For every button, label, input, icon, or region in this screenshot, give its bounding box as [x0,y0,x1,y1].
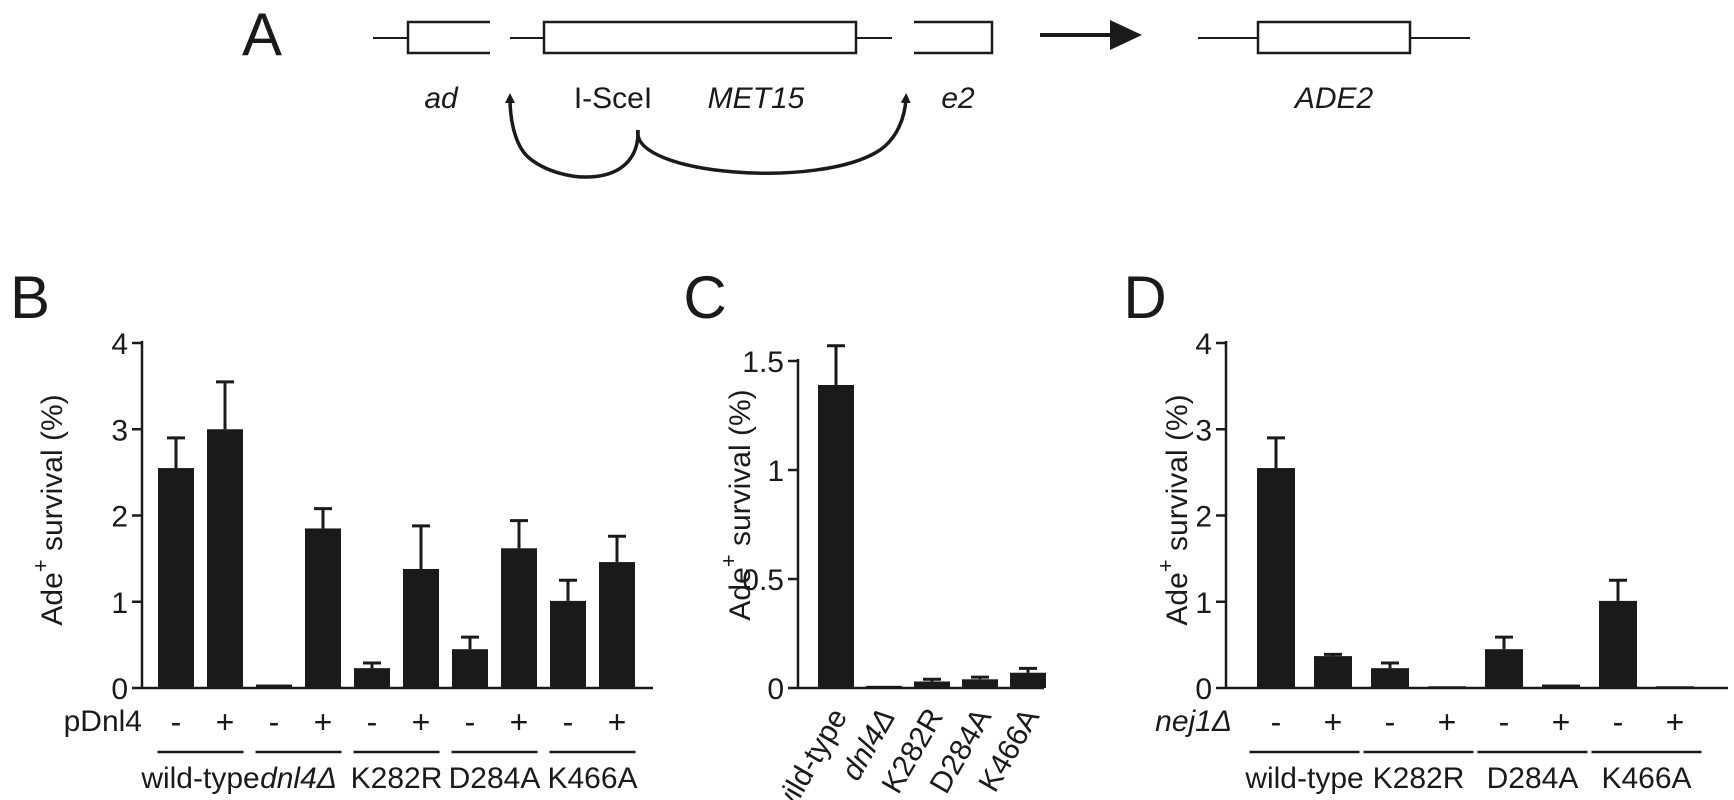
bar [1599,600,1637,688]
bar [305,528,341,688]
bar [914,681,950,688]
group-label: K282R [1373,762,1465,795]
bar [1314,656,1352,688]
marker-label: MET15 [708,82,805,115]
e2-exon-box [914,20,994,55]
condition-sign: - [1385,704,1396,740]
category-label: wild-type [766,703,854,800]
group-label: wild-type [140,762,259,795]
group-label: D284A [1487,762,1579,795]
y-tick-label: 1.5 [742,346,784,379]
panel-a-label: A [242,1,282,68]
y-tick-label: 2 [111,501,128,534]
condition-sign: + [216,704,235,740]
bar [1656,686,1694,688]
y-tick-label: 4 [1195,328,1212,361]
straight-arrow-head [1110,20,1142,50]
curved-arrow-right [636,93,911,175]
condition-sign: - [367,704,378,740]
y-tick-label: 0 [767,673,784,706]
condition-label: pDnl4 [64,705,142,738]
bar [1257,468,1295,688]
group-label: K282R [351,762,443,795]
site-label: I-SceI [574,82,652,115]
bar [599,562,635,688]
group-label: wild-type [1244,762,1363,795]
y-tick-label: 3 [1195,414,1212,447]
panel-c-chart: C Ade+ survival (%) 00.511.5wild-typednl… [683,264,1046,800]
y-tick-label: 1 [767,455,784,488]
condition-label: nej1Δ [1155,705,1232,738]
condition-sign: - [563,704,574,740]
condition-sign: - [1271,704,1282,740]
condition-sign: - [1499,704,1510,740]
panel-d-chart: D Ade+ survival (%) 0 1 2 3 4 - + - + - + - + nej1Δ wi… [1123,264,1728,795]
panel-a-schematic: A ad I-SceI MET15 e2 ADE2 [242,1,1470,179]
y-tick-label: 0 [1195,673,1212,706]
condition-sign: + [412,704,431,740]
condition-sign: - [465,704,476,740]
bar [158,468,194,688]
panel-b-label: B [10,264,50,331]
y-tick-label: 1 [1195,587,1212,620]
gene-label-ad: ad [424,82,459,115]
group-label: K466A [1601,762,1691,795]
y-tick-label: 1 [111,587,128,620]
condition-sign: - [269,704,280,740]
y-tick-label: 0 [111,673,128,706]
bar [354,668,390,688]
panel-c-label: C [683,264,726,331]
ade2-box [1256,20,1412,55]
y-tick-label: 2 [1195,501,1212,534]
product-label: ADE2 [1293,82,1374,115]
y-axis-label: Ade+ survival (%) [1153,394,1194,625]
y-tick-label: 3 [111,414,128,447]
bar [1485,649,1523,688]
condition-sign: + [314,704,333,740]
condition-sign: + [608,704,627,740]
condition-sign: - [171,704,182,740]
bar [1542,684,1580,688]
group-label: dnl4Δ [260,762,337,795]
bar [962,679,998,688]
gene-label-e2: e2 [941,82,975,115]
bar [866,685,902,688]
met15-box [542,20,858,55]
bar [207,429,243,688]
bar [256,684,292,688]
condition-sign: - [1613,704,1624,740]
bar [501,548,537,688]
panel-d-label: D [1123,264,1166,331]
y-axis-label: Ade+ survival (%) [28,394,69,625]
bar [1428,686,1466,688]
group-label: K466A [547,762,637,795]
y-tick-label: 0.5 [742,564,784,597]
curved-arrow-left [505,93,640,179]
y-tick-label: 4 [111,328,128,361]
bar [403,568,439,688]
condition-sign: + [1438,704,1457,740]
bar [1371,668,1409,688]
condition-sign: + [1552,704,1571,740]
condition-sign: + [1666,704,1685,740]
bar [1010,672,1046,688]
ad-exon-box [406,20,490,55]
condition-sign: + [1324,704,1343,740]
y-axis-label: Ade+ survival (%) [716,389,757,620]
bar [452,649,488,688]
condition-sign: + [510,704,529,740]
bar [550,600,586,688]
group-label: D284A [449,762,541,795]
bar [818,384,854,688]
